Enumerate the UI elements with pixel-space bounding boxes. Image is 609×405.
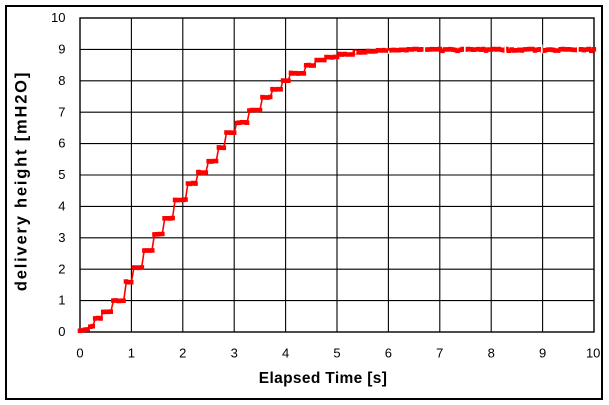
svg-text:4: 4 bbox=[58, 199, 65, 214]
svg-text:9: 9 bbox=[58, 42, 65, 57]
svg-text:6: 6 bbox=[58, 136, 65, 151]
svg-text:1: 1 bbox=[128, 346, 135, 361]
svg-text:0: 0 bbox=[76, 346, 83, 361]
svg-text:10: 10 bbox=[586, 346, 600, 361]
svg-text:2: 2 bbox=[58, 261, 65, 276]
svg-text:5: 5 bbox=[333, 346, 340, 361]
svg-text:5: 5 bbox=[58, 167, 65, 182]
svg-text:4: 4 bbox=[282, 346, 289, 361]
svg-text:delivery height [mH2O]: delivery height [mH2O] bbox=[13, 71, 31, 291]
svg-text:Elapsed Time [s]: Elapsed Time [s] bbox=[259, 370, 388, 387]
svg-text:3: 3 bbox=[231, 346, 238, 361]
svg-text:3: 3 bbox=[58, 230, 65, 245]
svg-text:1: 1 bbox=[58, 293, 65, 308]
svg-text:9: 9 bbox=[539, 346, 546, 361]
svg-text:8: 8 bbox=[488, 346, 495, 361]
svg-text:7: 7 bbox=[436, 346, 443, 361]
svg-text:8: 8 bbox=[58, 73, 65, 88]
svg-text:10: 10 bbox=[51, 10, 65, 25]
svg-text:6: 6 bbox=[385, 346, 392, 361]
svg-text:7: 7 bbox=[58, 104, 65, 119]
svg-text:2: 2 bbox=[179, 346, 186, 361]
svg-text:0: 0 bbox=[58, 324, 65, 339]
